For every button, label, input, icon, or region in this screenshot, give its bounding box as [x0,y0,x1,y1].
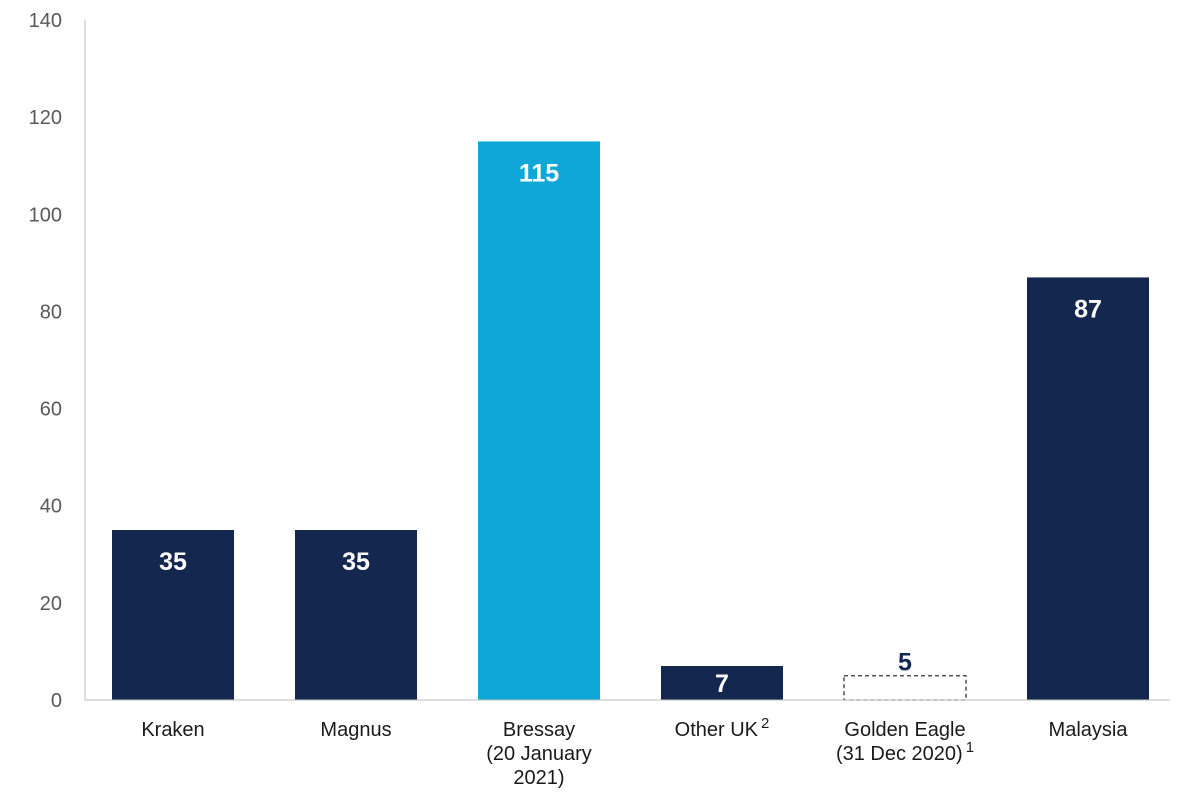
data-label: 7 [715,670,729,698]
x-category-label: Magnus [320,719,391,741]
x-category-line: Other UK [675,719,759,741]
y-tick-label: 0 [51,690,62,712]
x-category-line: Kraken [141,719,204,741]
bar [478,141,600,700]
x-category-label: Kraken [141,719,204,741]
x-category-line: Golden Eagle [844,719,965,741]
data-label: 35 [159,548,187,576]
data-label: 115 [519,159,559,187]
data-label: 35 [342,548,370,576]
x-category-line: (20 January [486,743,592,765]
x-category-label: Malaysia [1049,719,1129,741]
bars-group: 35 35 115 7 5 87 [112,141,1149,701]
footnote-marker: 1 [966,739,974,756]
bar [1027,277,1149,700]
bar [661,666,783,700]
data-label: 5 [898,649,912,677]
bar [112,530,234,700]
x-category-line: Magnus [320,719,391,741]
y-tick-label: 80 [40,301,62,323]
data-label: 87 [1074,295,1102,323]
x-category-label: Golden Eagle (31 Dec 2020) 1 [836,719,974,765]
x-category-label: Other UK 2 [675,715,770,741]
x-category-line: (31 Dec 2020) [836,743,963,765]
x-category-line: Bressay [503,719,575,741]
x-category-label: Bressay (20 January 2021) [486,719,592,789]
y-axis: 0 20 40 60 80 100 120 140 [29,10,86,712]
bar [295,530,417,700]
y-tick-label: 140 [29,10,62,32]
x-category-line: Malaysia [1049,719,1129,741]
y-tick-label: 60 [40,399,62,421]
x-axis: Kraken Magnus Bressay (20 January 2021) Other… [85,699,1170,789]
y-tick-label: 40 [40,496,62,518]
y-tick-label: 120 [29,107,62,129]
bar [843,675,967,701]
footnote-marker: 2 [761,715,769,732]
y-tick-label: 20 [40,593,62,615]
x-category-line: 2021) [513,767,564,789]
y-tick-label: 100 [29,204,62,226]
